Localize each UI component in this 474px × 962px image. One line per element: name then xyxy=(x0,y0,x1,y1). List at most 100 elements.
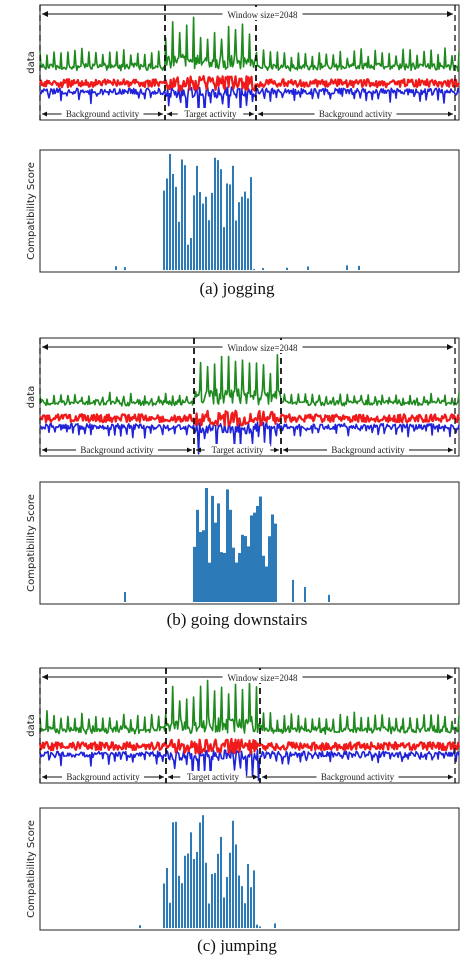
panel-b-activity-head-l-2 xyxy=(283,447,288,453)
panel-a-score-bar xyxy=(196,165,198,270)
panel-c-window-label-bg xyxy=(222,670,303,683)
panel-a-score-bar xyxy=(184,165,186,270)
panel-b-score-ylabel: Compatibility Score xyxy=(26,494,37,592)
panel-b-score-bar xyxy=(199,532,202,602)
panel-c-score-bar xyxy=(178,875,180,928)
panel-c-score-bar xyxy=(139,925,141,928)
panel-a-score-bar xyxy=(169,154,171,270)
panel-a-score-bar xyxy=(223,227,225,270)
panel-c-activity-label-bg-2 xyxy=(316,771,399,782)
panel-a-score-bar xyxy=(208,220,210,270)
panel-a-score-bar xyxy=(181,159,183,270)
panel-b-activity-label-bg-0 xyxy=(76,444,158,455)
panel-c-score-bar xyxy=(190,832,192,928)
panel-b-caption: (b) going downstairs xyxy=(167,610,308,629)
panel-a-score-bar xyxy=(226,183,228,270)
panel-a-score-bar xyxy=(214,157,216,270)
panel-b-score-bar xyxy=(205,488,208,602)
panel-a-score-bar xyxy=(238,202,240,270)
panel-c-score-bar xyxy=(241,886,243,928)
panel-a-activity-label-2: Background activity xyxy=(319,109,393,119)
panel-c-score-bar xyxy=(199,822,201,928)
panel-b-score-bar xyxy=(223,553,226,602)
panel-a-score-bar xyxy=(346,265,348,270)
panel-b-activity-label-2: Background activity xyxy=(331,445,405,455)
panel-a-score-bar xyxy=(115,266,117,270)
panel-c-window-label: Window size=2048 xyxy=(228,673,298,683)
panel-b-score-bar xyxy=(274,523,277,602)
panel-c-score-bar xyxy=(244,903,246,928)
panel-a-score-bar xyxy=(187,244,189,270)
panel-c-score-bar xyxy=(253,870,255,928)
panel-b-score-bar xyxy=(232,547,235,602)
panel-b-score-bar xyxy=(214,522,217,602)
panel-a-series-green xyxy=(39,16,460,72)
panel-b-score-bar xyxy=(229,509,232,602)
panel-c-activity-label-1: Target activity xyxy=(187,772,239,782)
panel-a-score-frame xyxy=(39,149,460,273)
panel-a-score-bar xyxy=(232,165,234,270)
panel-b-score-bar xyxy=(250,515,253,602)
panel-c-activity-head-l-0 xyxy=(42,774,47,780)
panel-a-activity-label-1: Target activity xyxy=(185,109,237,119)
panel-c-score-bar xyxy=(250,887,252,928)
panel-c-signal-ylabel: data xyxy=(26,714,37,737)
panel-c-score-bar xyxy=(226,876,228,928)
panel-a-score-bar xyxy=(307,266,309,270)
panel-b-activity-head-l-1 xyxy=(196,447,201,453)
panel-a-series-blue xyxy=(39,86,460,119)
panel-b-score-bar xyxy=(304,586,306,602)
panel-a-score-bar xyxy=(124,267,126,270)
panel-a-activity-head-l-0 xyxy=(42,111,47,117)
panel-c-activity-head-l-1 xyxy=(168,774,173,780)
panel-b-score-bar xyxy=(226,489,229,602)
panel-c-activity-label-bg-1 xyxy=(180,771,246,782)
panel-b-activity-head-r-0 xyxy=(187,447,192,453)
panel-a-score-bar xyxy=(358,265,360,270)
panel-c-score-bar xyxy=(208,903,210,928)
panel-b-score-bar xyxy=(256,505,259,602)
panel-c-score-bar xyxy=(214,873,216,928)
panel-a-activity-head-l-2 xyxy=(258,111,263,117)
panel-b-score-bar xyxy=(217,503,220,602)
panel-c-activity-head-r-0 xyxy=(159,774,164,780)
panel-b-activity-head-l-0 xyxy=(42,447,47,453)
panel-a-activity-head-r-1 xyxy=(249,111,254,117)
panel-a-score-bar xyxy=(166,178,168,270)
panel-a-window-arrowhead-right xyxy=(447,11,453,17)
panel-a-score-bar xyxy=(262,268,264,270)
panel-c-score-ylabel: Compatibility Score xyxy=(26,820,37,918)
panel-b-score-bar xyxy=(211,495,214,602)
panel-a-score-bar xyxy=(253,269,255,270)
panel-b-score-bar xyxy=(220,552,223,602)
panel-b-window-label: Window size=2048 xyxy=(228,343,298,353)
panel-c-window-arrowhead-left xyxy=(42,674,48,680)
panel-a-score-bar xyxy=(205,196,207,270)
panel-b-score-bar xyxy=(265,566,268,602)
panel-c-series-blue xyxy=(39,748,460,783)
panel-a-score-bar xyxy=(247,198,249,270)
panel-a-window-label-bg xyxy=(222,7,303,20)
panel-a-score-bar xyxy=(220,169,222,270)
panel-a-score-bar xyxy=(172,173,174,270)
panel-a-score-bar xyxy=(286,267,288,270)
panel-c-score-bar xyxy=(181,883,183,928)
panel-b-window-arrowhead-right xyxy=(447,344,453,350)
panel-a-activity-head-r-2 xyxy=(448,111,453,117)
panel-a-score-bar xyxy=(178,221,180,270)
panel-b-score-bar xyxy=(241,534,244,602)
panel-a-score-bar xyxy=(217,160,219,270)
panel-c-score-bar xyxy=(187,853,189,928)
panel-b-score-bar xyxy=(328,594,330,602)
panel-b-score-bar xyxy=(268,536,271,602)
panel-c-score-bar xyxy=(184,855,186,928)
panel-a-score-bar xyxy=(199,191,201,270)
panel-b-signal-ylabel: data xyxy=(26,386,37,409)
panel-c-score-bar xyxy=(247,864,249,928)
panel-b-score-bar xyxy=(253,512,256,602)
panel-b-series-green xyxy=(39,353,460,407)
panel-c-activity-head-r-1 xyxy=(253,774,258,780)
panel-c-score-bar xyxy=(256,924,258,928)
panel-a-score-bar xyxy=(244,191,246,270)
